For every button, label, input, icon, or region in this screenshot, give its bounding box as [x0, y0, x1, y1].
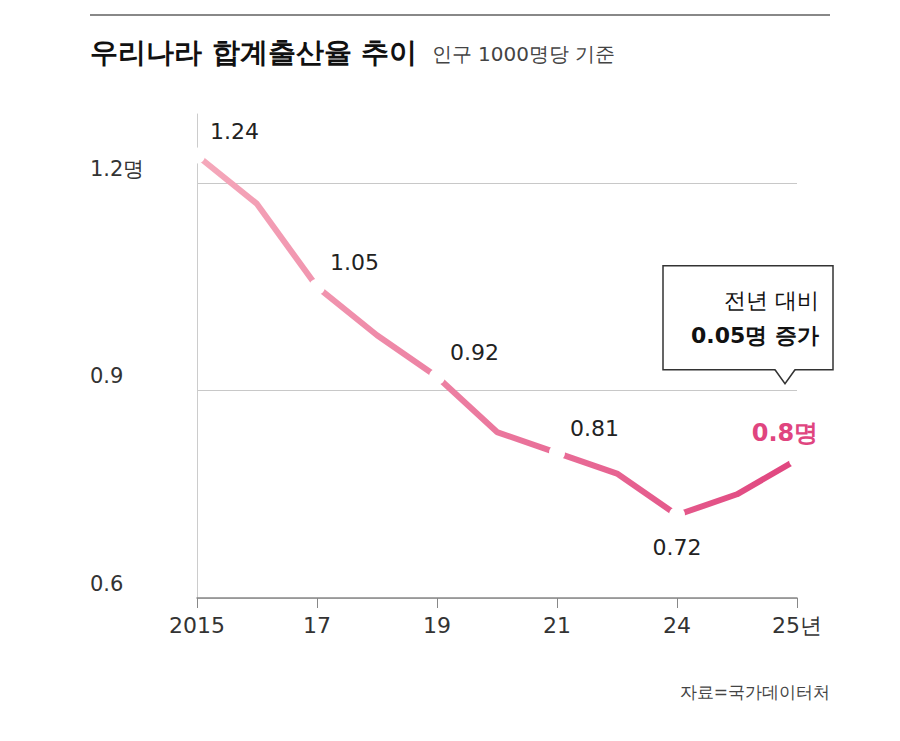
svg-text:21: 21 — [543, 613, 571, 638]
svg-text:25년: 25년 — [772, 613, 822, 638]
svg-text:1.05: 1.05 — [330, 250, 379, 275]
svg-text:24: 24 — [663, 613, 691, 638]
svg-text:17: 17 — [303, 613, 331, 638]
svg-text:1.2명: 1.2명 — [90, 157, 144, 181]
svg-text:0.92: 0.92 — [450, 340, 499, 365]
svg-text:0.81: 0.81 — [570, 416, 619, 441]
svg-text:0.6: 0.6 — [90, 572, 123, 596]
svg-text:0.9: 0.9 — [90, 364, 123, 388]
svg-text:0.8명: 0.8명 — [752, 419, 819, 447]
svg-text:자료=국가데이터처: 자료=국가데이터처 — [680, 682, 830, 702]
svg-text:인구 1000명당 기준: 인구 1000명당 기준 — [432, 42, 616, 66]
svg-text:1.24: 1.24 — [210, 119, 259, 144]
svg-text:2015: 2015 — [169, 613, 225, 638]
svg-text:전년 대비: 전년 대비 — [724, 288, 819, 313]
svg-text:19: 19 — [423, 613, 451, 638]
svg-text:0.72: 0.72 — [653, 535, 702, 560]
svg-text:우리나라 합계출산율 추이: 우리나라 합계출산율 추이 — [90, 36, 418, 69]
svg-text:0.05명 증가: 0.05명 증가 — [691, 323, 819, 348]
